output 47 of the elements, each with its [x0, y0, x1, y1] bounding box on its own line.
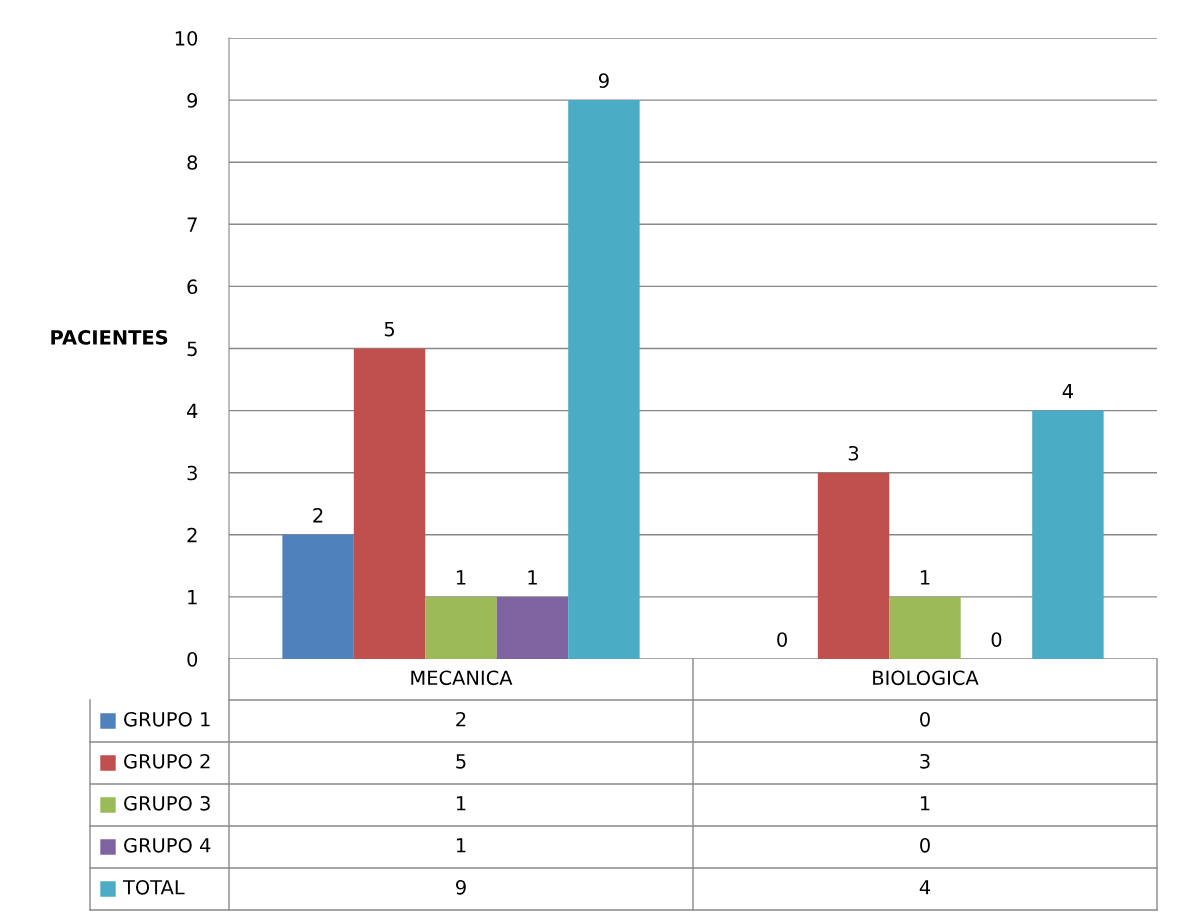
data-label: 2	[456, 711, 466, 727]
text: 4	[1062, 384, 1074, 399]
text: 0	[777, 632, 787, 647]
text: 5	[384, 321, 395, 337]
y-tick-label: 3	[187, 465, 197, 481]
data-label: 4	[919, 880, 931, 895]
legend-label: GRUPO 3	[124, 795, 210, 811]
y-tick-label: 9	[187, 93, 198, 108]
bar	[889, 596, 961, 659]
text: 1	[920, 570, 930, 585]
text: 3	[848, 445, 859, 461]
y-tick-label: 0	[187, 651, 198, 667]
bar	[568, 100, 640, 659]
data-label: 9	[456, 879, 466, 895]
data-label: 1	[456, 796, 466, 811]
legend-label: TOTAL	[122, 879, 185, 895]
bar	[282, 534, 354, 659]
data-label: 5	[456, 754, 466, 769]
text: 2	[313, 507, 323, 523]
data-label: 0	[920, 711, 930, 727]
bar	[1032, 410, 1104, 659]
x-tick-label: MECANICA	[411, 670, 513, 686]
y-axis-title: PACIENTES	[51, 330, 168, 345]
legend-label: GRUPO 1	[124, 711, 210, 727]
x-tick-label: BIOLOGICA	[873, 670, 979, 686]
y-tick-label: 4	[187, 403, 198, 418]
data-label: 1	[920, 796, 930, 811]
data-label: 3	[920, 753, 930, 769]
bar	[817, 472, 890, 659]
y-tick-label: 2	[187, 527, 197, 543]
data-label: 1	[456, 838, 466, 853]
legend-label: GRUPO 4	[124, 837, 211, 853]
data-label: 0	[920, 837, 930, 853]
text: 9	[598, 73, 609, 88]
legend-label: GRUPO 2	[124, 753, 210, 769]
bar	[496, 596, 569, 659]
bar	[425, 596, 497, 659]
y-tick-label: 10	[175, 30, 198, 46]
y-tick-label: 8	[187, 155, 198, 170]
y-tick-label: 7	[187, 217, 197, 232]
text: 1	[528, 570, 537, 585]
text: 1	[456, 570, 466, 585]
bar	[353, 348, 426, 659]
text: 0	[991, 632, 1002, 647]
y-tick-label: 6	[187, 279, 198, 295]
y-tick-label: 1	[188, 590, 197, 605]
y-tick-label: 5	[187, 341, 197, 357]
